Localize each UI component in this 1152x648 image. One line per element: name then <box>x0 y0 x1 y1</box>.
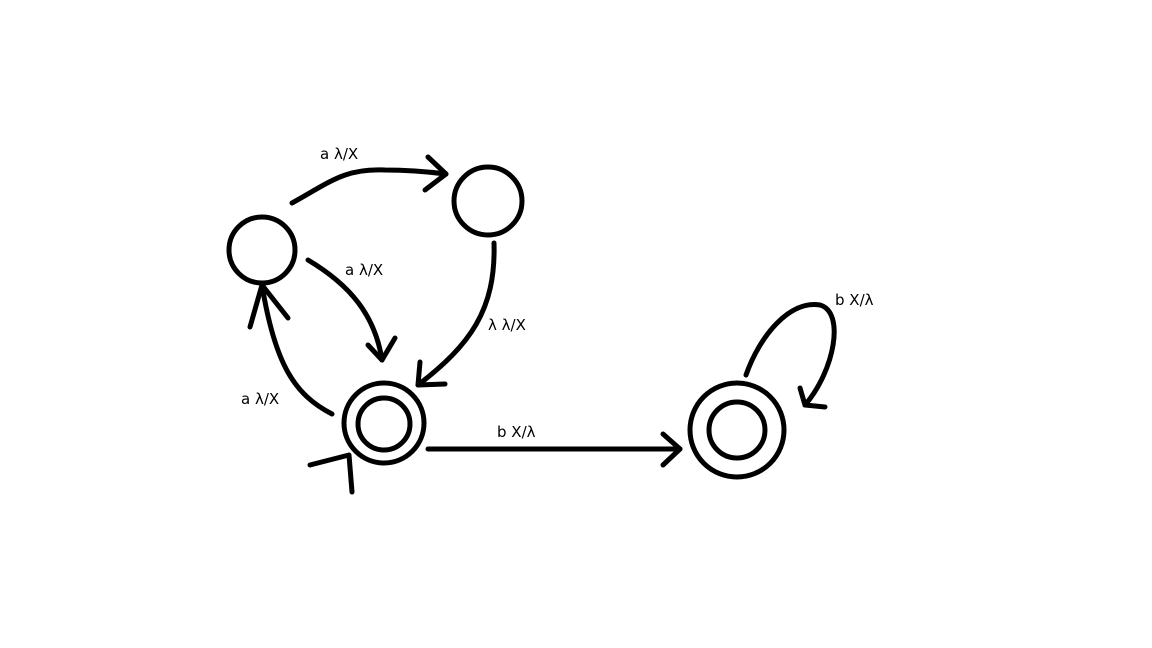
label-q0-q3: b X/λ <box>497 423 536 441</box>
state-q3-outer-ring <box>687 380 787 480</box>
label-q0-q1: a λ/X <box>241 390 279 408</box>
label-q3-q3: b X/λ <box>835 291 874 309</box>
edge-q1-q2 <box>289 154 449 206</box>
label-q1-q2: a λ/X <box>320 145 358 163</box>
state-q2 <box>451 164 525 238</box>
state-q0-inner-ring <box>355 395 413 453</box>
state-q3-inner-ring <box>706 399 768 461</box>
state-q0 <box>341 380 427 466</box>
edge-q0-q1 <box>247 282 335 417</box>
state-q0-outer-ring <box>341 380 427 466</box>
state-q3 <box>687 380 787 480</box>
state-q1 <box>226 214 298 286</box>
initial-state-arrow <box>307 452 355 495</box>
label-q2-q0: λ λ/X <box>488 316 526 334</box>
edge-q3-q3 <box>743 302 837 410</box>
label-q1-q0: a λ/X <box>345 261 383 279</box>
edge-q1-q0 <box>305 257 398 363</box>
edge-q0-q3 <box>425 431 683 468</box>
edge-q2-q0 <box>415 240 497 388</box>
